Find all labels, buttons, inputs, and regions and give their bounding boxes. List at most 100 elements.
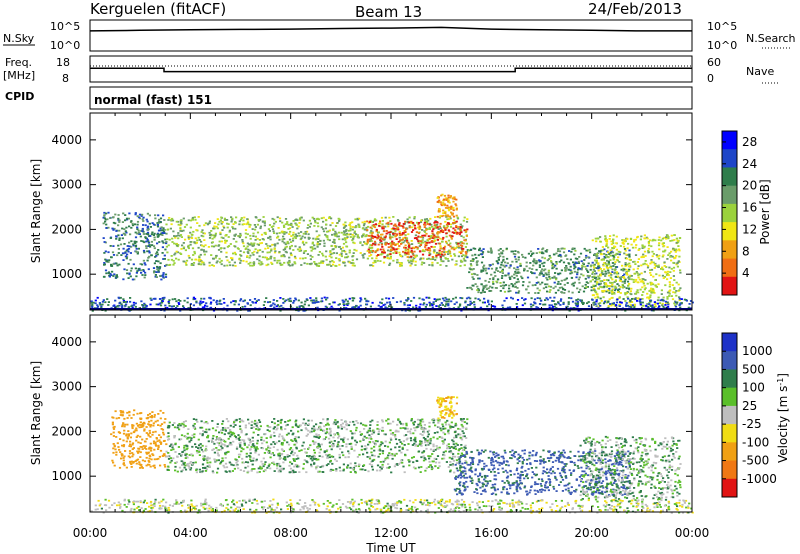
- power-cells-cell: [403, 230, 406, 232]
- power-cells-cell: [628, 258, 631, 261]
- vel-cells-cell: [128, 452, 132, 455]
- power-cells-cell: [167, 219, 170, 221]
- power-cells-cell: [589, 265, 592, 268]
- power-cells-cell: [371, 244, 374, 247]
- vel-cells-cell: [263, 463, 266, 466]
- power-cells-cell: [436, 197, 439, 199]
- power-cells-cell: [488, 278, 492, 280]
- power-cells-cell: [410, 262, 413, 265]
- vel-cells-cell: [156, 419, 159, 422]
- power-cells-cell: [453, 232, 456, 234]
- vel-cells-cell: [129, 462, 132, 464]
- power-cells-cell: [534, 292, 537, 294]
- power-cells-cell: [194, 237, 197, 240]
- power-cells-cell: [354, 218, 357, 221]
- vel-cells-cell: [310, 419, 313, 422]
- power-cells-cell: [223, 247, 226, 250]
- power-cells-cell: [144, 271, 147, 274]
- power-cells-cell: [432, 233, 435, 236]
- power-cells-cell: [614, 271, 617, 274]
- power-cells-cell: [372, 242, 375, 245]
- power-cells-cell: [652, 283, 655, 286]
- power-cells-cell: [203, 232, 206, 235]
- power-cells-cell: [287, 224, 290, 226]
- power-cells-cell: [423, 234, 426, 237]
- power-cells-cell: [597, 287, 600, 290]
- power-cells-cell: [616, 259, 619, 262]
- power-cells-cell: [329, 224, 332, 227]
- power-cells-cell: [610, 276, 613, 279]
- power-cells-cell: [403, 302, 406, 304]
- power-cells-cell: [640, 256, 643, 259]
- vel-cells-cell: [151, 411, 154, 413]
- vel-cells-cell: [157, 424, 160, 426]
- power-cells-cell: [609, 281, 612, 284]
- power-cells-cell: [584, 283, 587, 286]
- power-cells-cell: [603, 300, 606, 303]
- power-cells-cell: [156, 268, 159, 271]
- power-cells-cell: [672, 266, 676, 269]
- vel-cells-cell: [128, 414, 131, 417]
- power-cells-cell: [468, 304, 471, 306]
- power-cells-cell: [121, 221, 124, 223]
- power-cells-cell: [516, 272, 519, 274]
- vel-cells-cell: [184, 468, 188, 471]
- power-cells-cell: [611, 247, 614, 249]
- power-cells-cell: [410, 300, 413, 302]
- power-cells-cell: [388, 301, 391, 304]
- power-cells-cell: [153, 247, 156, 250]
- vel-cells-cell: [135, 422, 138, 425]
- power-cells-cell: [327, 230, 330, 233]
- vel-cells-cell: [112, 461, 115, 464]
- vel-cells-cell: [170, 459, 173, 462]
- power-cells-cell: [622, 269, 625, 272]
- vel-cells-cell: [149, 435, 152, 438]
- power-cells-cell: [405, 240, 409, 243]
- power-cells-cell: [369, 244, 372, 246]
- power-cells-cell: [616, 283, 619, 285]
- colorbar-cell: [722, 149, 737, 168]
- power-cells-cell: [369, 219, 372, 222]
- vel-cells-cell: [192, 461, 195, 464]
- power-cells-cell: [368, 249, 372, 252]
- power-cells-cell: [158, 298, 162, 300]
- power-cells-cell: [298, 222, 301, 224]
- power-cells-cell: [228, 230, 231, 233]
- power-cells-cell: [375, 257, 378, 260]
- power-cells-cell: [675, 263, 678, 266]
- power-cells-cell: [630, 306, 633, 308]
- power-cells-cell: [187, 247, 190, 250]
- power-cells-cell: [522, 281, 525, 283]
- power-cells-cell: [447, 196, 450, 199]
- power-cells-cell: [567, 301, 570, 303]
- power-cells-cell: [214, 222, 217, 224]
- power-cells-cell: [200, 297, 203, 300]
- power-cells-cell: [159, 262, 162, 265]
- power-cells-cell: [232, 252, 235, 255]
- power-cells-cell: [604, 235, 607, 237]
- power-cells-cell: [313, 261, 316, 263]
- power-cells-cell: [661, 304, 664, 307]
- power-cells-cell: [492, 278, 495, 281]
- power-cells-cell: [394, 235, 397, 238]
- power-cells-cell: [102, 299, 105, 301]
- vel-cells-cell: [290, 439, 293, 441]
- vel-cells-cell: [312, 454, 315, 457]
- vel-cells-cell: [132, 424, 135, 427]
- power-cells-cell: [162, 273, 165, 276]
- power-cells-cell: [661, 274, 664, 277]
- power-cells-cell: [280, 255, 283, 258]
- power-cells-cell: [502, 249, 505, 252]
- power-cells-cell: [600, 253, 603, 256]
- power-cells-cell: [469, 260, 473, 262]
- vel-cells-cell: [460, 419, 463, 421]
- power-cells-cell: [424, 240, 427, 243]
- power-cells-cell: [226, 222, 229, 225]
- vel-cells-cell: [218, 444, 221, 447]
- power-cells-cell: [242, 242, 245, 245]
- power-cells-cell: [208, 234, 212, 236]
- power-cells-cell: [435, 253, 438, 256]
- vel-cells-cell: [285, 433, 289, 436]
- vel-cells-cell: [135, 436, 138, 438]
- power-cells-cell: [429, 217, 432, 220]
